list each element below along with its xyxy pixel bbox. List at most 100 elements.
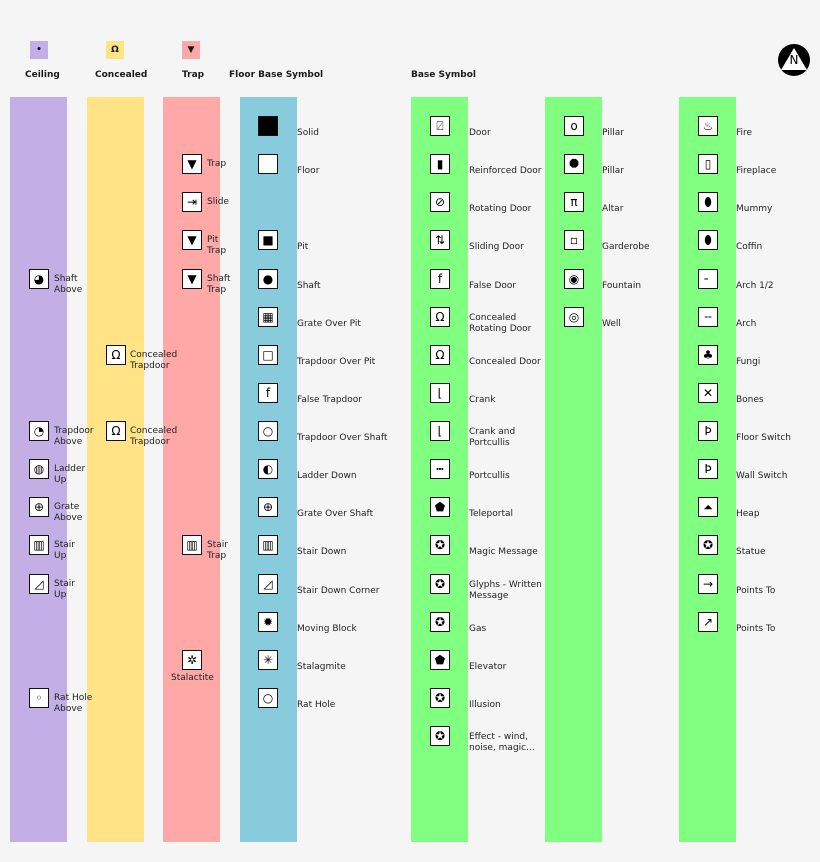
coffin-icon: ⬮ <box>698 230 718 250</box>
symbol-label: Portcullis <box>469 470 510 481</box>
concealed-trapdoor-icon: Ω <box>106 345 126 365</box>
symbol-label: Ladder Down <box>297 470 357 481</box>
symbol-label: Stair Up <box>54 540 75 561</box>
fountain-icon: ◉ <box>564 269 584 289</box>
symbol-label: Ladder Up <box>54 464 86 485</box>
floor-switch-icon: Þ <box>698 421 718 441</box>
ladder-up-icon: ◍ <box>29 459 49 479</box>
stair-down-icon: ▥ <box>258 535 278 555</box>
stalactite-icon: ✲ <box>182 650 202 670</box>
half-arch-icon: ╴ <box>698 269 718 289</box>
symbol-label: Concealed Rotating Door <box>469 313 532 334</box>
mummy-icon: ⬮ <box>698 192 718 212</box>
shaft-icon: ● <box>258 269 278 289</box>
base-header: Base Symbol <box>411 70 476 80</box>
concealed-door-icon: Ω <box>430 345 450 365</box>
stair-down-corner-icon: ◿ <box>258 574 278 594</box>
concealed-trapdoor-round-icon: Ω <box>106 421 126 441</box>
base-column-2 <box>545 97 602 842</box>
symbol-label: Pit <box>297 241 309 252</box>
symbol-label: Concealed Trapdoor <box>130 350 178 371</box>
symbol-label: Stalagmite <box>297 661 346 672</box>
symbol-label: Coffin <box>736 241 763 252</box>
symbol-label: Gas <box>469 623 487 634</box>
symbol-label: Garderobe <box>602 241 650 252</box>
trapdoor-over-pit-icon: □ <box>258 345 278 365</box>
gas-icon: ✪ <box>430 612 450 632</box>
rotating-door-icon: ⊘ <box>430 192 450 212</box>
symbol-label: Arch 1/2 <box>736 280 774 291</box>
wall-switch-icon: Þ <box>698 459 718 479</box>
arch-icon: ╌ <box>698 307 718 327</box>
symbol-label: Stair Down Corner <box>297 585 380 596</box>
symbol-label: Effect - wind, noise, magic... <box>469 732 535 753</box>
symbol-label: False Trapdoor <box>297 394 362 405</box>
symbol-label: Stair Trap <box>207 540 228 561</box>
grate-over-shaft-icon: ⊕ <box>258 497 278 517</box>
symbol-label: Floor <box>297 165 320 176</box>
symbol-label: Grate Over Pit <box>297 318 361 329</box>
symbol-label: Floor Switch <box>736 432 792 443</box>
symbol-label: Stair Up <box>54 579 75 600</box>
trap-icon: ▼ <box>182 154 202 174</box>
effect-icon: ✪ <box>430 726 450 746</box>
symbol-label: Points To <box>736 623 776 634</box>
symbol-label: Heap <box>736 508 760 519</box>
trap-header: Trap <box>182 70 205 80</box>
symbol-label: Altar <box>602 203 624 214</box>
trap-swatch: ▼ <box>182 41 200 59</box>
symbol-label: Grate Over Shaft <box>297 508 374 519</box>
symbol-label: Grate Above <box>54 502 83 523</box>
floor-icon <box>258 154 278 174</box>
symbol-label: Stair Down <box>297 546 347 557</box>
rat-hole-icon: ○ <box>258 688 278 708</box>
symbol-label: Fireplace <box>736 165 777 176</box>
symbol-label: Wall Switch <box>736 470 788 481</box>
ceiling-header: Ceiling <box>25 70 60 80</box>
heap-icon: ⏶ <box>698 497 718 517</box>
symbol-label: Rat Hole Above <box>54 693 93 714</box>
symbol-label: Concealed Door <box>469 356 541 367</box>
symbol-label: False Door <box>469 280 517 291</box>
concealed-column <box>87 97 144 842</box>
symbol-label: Pit Trap <box>207 235 227 256</box>
trap-column <box>163 97 220 842</box>
glyphs-icon: ✪ <box>430 574 450 594</box>
stair-trap-icon: ▥ <box>182 535 202 555</box>
symbol-label: Solid <box>297 127 319 138</box>
symbol-label: Fire <box>736 127 753 138</box>
shaft-above-icon: ◕ <box>29 269 49 289</box>
stalagmite-icon: ✳ <box>258 650 278 670</box>
symbol-label: Door <box>469 127 491 138</box>
concealed-rotating-door-icon: Ω <box>430 307 450 327</box>
elevator-icon: ⬟ <box>430 650 450 670</box>
symbol-label: Shaft Above <box>54 274 83 295</box>
solid-icon <box>258 116 278 136</box>
north-arrow-icon: N <box>778 44 810 76</box>
stair-up-icon: ▥ <box>29 535 49 555</box>
reinforced-door-icon: ▮ <box>430 154 450 174</box>
compass-label: N <box>789 53 799 67</box>
points-to-diagonal-icon: ↗ <box>698 612 718 632</box>
symbol-label: Pillar <box>602 165 624 176</box>
symbol-label: Trapdoor Above <box>54 426 94 447</box>
grate-above-icon: ⊕ <box>29 497 49 517</box>
stair-up-corner-icon: ◿ <box>29 574 49 594</box>
pillar-octagon-icon: ⯃ <box>564 154 584 174</box>
symbol-label: Rat Hole <box>297 699 336 710</box>
crank-and-portcullis-icon: ⌊ <box>430 421 450 441</box>
rat-hole-above-icon: ◦ <box>29 688 49 708</box>
symbol-label: Shaft Trap <box>207 274 231 295</box>
teleportal-icon: ⬟ <box>430 497 450 517</box>
symbol-label: Shaft <box>297 280 321 291</box>
symbol-label: Elevator <box>469 661 507 672</box>
concealed-header: Concealed <box>95 70 148 80</box>
symbol-label: Crank and Portcullis <box>469 427 516 448</box>
symbol-label: Well <box>602 318 621 329</box>
points-to-icon: → <box>698 574 718 594</box>
fireplace-icon: ▯ <box>698 154 718 174</box>
garderobe-icon: ▫ <box>564 230 584 250</box>
symbol-label: Crank <box>469 394 496 405</box>
symbol-label: Rotating Door <box>469 203 532 214</box>
